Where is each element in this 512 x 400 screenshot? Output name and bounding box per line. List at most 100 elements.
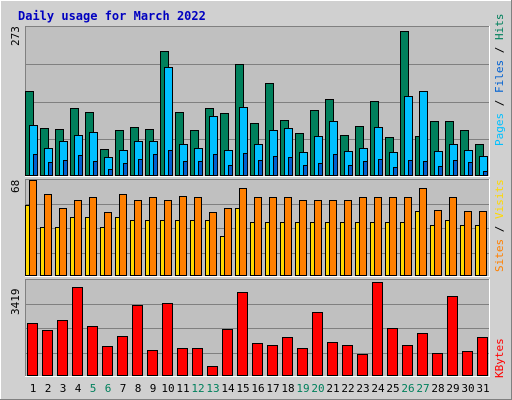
pages-bar [93,161,98,176]
legend-kbytes: KBytes [493,338,506,378]
pages-bar [63,160,68,176]
x-tick-label: 25 [386,382,399,395]
sites-bar [434,210,442,276]
legend-visits: Visits [493,179,506,219]
sites-bar [374,197,382,276]
kbytes-bar [387,328,398,376]
sites-bar [404,197,412,276]
pages-bar [408,160,413,176]
kbytes-bar [477,337,488,376]
pages-bar [273,156,278,176]
kbytes-bar [297,348,308,376]
pages-bar [153,154,158,176]
chart-title: Daily usage for March 2022 [18,9,206,23]
pages-bar [468,162,473,176]
legend-hits: Hits [493,14,506,41]
pages-bar [258,160,263,176]
sites-bar [74,200,82,276]
kbytes-bar [282,337,293,376]
pages-bar [438,166,443,176]
sites-visits-panel [25,179,490,277]
pages-bar [48,162,53,176]
x-tick-label: 13 [206,382,219,395]
pages-bar [378,159,383,176]
sites-bar [194,197,202,276]
x-tick-label: 22 [341,382,354,395]
legend-top: Pages / Files / Hits [493,14,506,147]
x-tick-label: 1 [30,382,37,395]
pages-bar [483,171,488,176]
kbytes-bar [177,348,188,376]
sites-bar [299,200,307,276]
pages-bar [198,161,203,176]
x-tick-label: 12 [191,382,204,395]
sites-bar [449,197,457,276]
sites-bar [464,211,472,276]
x-tick-label: 31 [476,382,489,395]
legend-sep-2: / [493,47,506,54]
pages-bar [213,154,218,176]
kbytes-bar [27,323,38,376]
legend-sites: Sites [493,239,506,272]
pages-bar [453,160,458,176]
pages-bar [138,159,143,176]
pages-bar [123,163,128,176]
sites-bar [239,188,247,276]
kbytes-bar [87,326,98,376]
x-tick-label: 8 [135,382,142,395]
x-tick-label: 20 [311,382,324,395]
kbytes-bar [207,366,218,376]
kbytes-bar [147,350,158,376]
legend-sep-3: / [493,226,506,233]
sites-bar [29,180,37,276]
kbytes-bar [237,292,248,376]
sites-bar [329,200,337,276]
kbytes-bar [132,305,143,376]
sites-bar [59,208,67,276]
x-tick-label: 11 [176,382,189,395]
sites-bar [284,197,292,276]
x-tick-label: 19 [296,382,309,395]
kbytes-bar [342,345,353,376]
sites-bar [254,197,262,276]
kbytes-bar [402,345,413,376]
kbytes-bar [57,320,68,376]
pages-bar [333,154,338,176]
kbytes-bar [117,336,128,376]
kbytes-bar [72,287,83,376]
sites-bar [314,200,322,276]
sites-bar [89,197,97,276]
x-axis-labels: 1 2 3 4 5 6 7 8 9 10 11 12 13 14 15 16 17 18 19 20 21 22 23 24 2… [30,382,490,395]
sites-bar [179,196,187,276]
pages-bar [108,169,113,176]
sites-bar [389,197,397,276]
sites-bar [119,194,127,276]
x-tick-label: 9 [150,382,157,395]
sites-bar [164,200,172,276]
pages-bar [183,161,188,176]
kbytes-bar [312,312,323,376]
sites-bar [104,212,112,276]
pages-bar [393,167,398,176]
sites-bar [344,200,352,276]
kbytes-bar [417,333,428,376]
kbytes-bar [462,351,473,376]
pages-bar [288,157,293,176]
kbytes-bar [222,329,233,376]
sites-bar [269,197,277,276]
x-tick-label: 28 [431,382,444,395]
sites-bar [134,200,142,276]
legend-mid: Sites / Visits [493,179,506,272]
pages-bar [228,165,233,176]
x-tick-label: 15 [236,382,249,395]
pages-bar [423,161,428,176]
kbytes-bar [42,330,53,376]
sites-bar [479,211,487,276]
mid-max-label: 68 [9,180,22,193]
bot-max-label: 3419 [9,289,22,316]
sites-bar [359,197,367,276]
x-tick-label: 3 [60,382,67,395]
kbytes-bar [192,348,203,376]
x-tick-label: 5 [90,382,97,395]
